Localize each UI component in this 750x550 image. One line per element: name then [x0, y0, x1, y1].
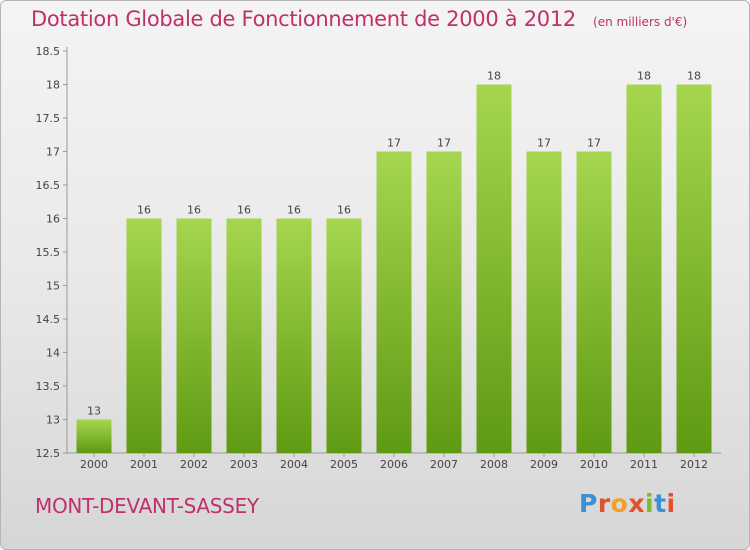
logo-letter: t [654, 489, 667, 518]
x-tick-label: 2001 [130, 458, 158, 471]
bar [626, 84, 662, 453]
data-label: 16 [337, 204, 351, 217]
bar [576, 151, 612, 453]
y-tick-label: 14.5 [36, 313, 61, 326]
bar [476, 84, 512, 453]
logo-letter: i [645, 489, 655, 518]
logo-letter: o [610, 489, 629, 518]
y-tick-label: 13.5 [36, 380, 61, 393]
data-label: 17 [587, 137, 601, 150]
x-tick-label: 2007 [430, 458, 458, 471]
x-tick-label: 2005 [330, 458, 358, 471]
bar [76, 419, 112, 453]
x-tick-label: 2004 [280, 458, 308, 471]
data-label: 17 [537, 137, 551, 150]
x-tick-label: 2002 [180, 458, 208, 471]
proxiti-logo: Proxiti [579, 489, 676, 518]
y-tick-label: 14 [46, 347, 60, 360]
data-label: 16 [187, 204, 201, 217]
x-tick-label: 2009 [530, 458, 558, 471]
bar [326, 218, 362, 453]
data-label: 17 [387, 137, 401, 150]
y-tick-label: 18 [46, 79, 60, 92]
bar [226, 218, 262, 453]
bar [426, 151, 462, 453]
y-tick-label: 12.5 [36, 447, 61, 460]
data-label: 17 [437, 137, 451, 150]
chart-unit: (en milliers d'€) [593, 15, 688, 29]
bar [276, 218, 312, 453]
data-label: 18 [487, 70, 501, 83]
data-label: 16 [237, 204, 251, 217]
y-tick-label: 15 [46, 280, 60, 293]
y-tick-label: 16.5 [36, 179, 61, 192]
bar [126, 218, 162, 453]
x-tick-label: 2010 [580, 458, 608, 471]
data-label: 13 [87, 405, 101, 418]
y-tick-label: 18.5 [36, 45, 61, 58]
y-tick-label: 17.5 [36, 112, 61, 125]
bar [676, 84, 712, 453]
logo-letter: r [597, 489, 611, 518]
x-tick-label: 2012 [680, 458, 708, 471]
x-tick-label: 2006 [380, 458, 408, 471]
data-label: 18 [637, 70, 651, 83]
y-tick-label: 17 [46, 146, 60, 159]
logo-letter: i [666, 489, 676, 518]
x-tick-label: 2003 [230, 458, 258, 471]
chart-title: Dotation Globale de Fonctionnement de 20… [31, 7, 576, 31]
x-tick-label: 2011 [630, 458, 658, 471]
y-tick-label: 16 [46, 213, 60, 226]
title-row: Dotation Globale de Fonctionnement de 20… [31, 7, 687, 31]
logo-letter: P [579, 489, 598, 518]
data-label: 18 [687, 70, 701, 83]
x-tick-label: 2008 [480, 458, 508, 471]
y-tick-label: 13 [46, 414, 60, 427]
data-label: 16 [287, 204, 301, 217]
data-label: 16 [137, 204, 151, 217]
bar [176, 218, 212, 453]
y-tick-label: 15.5 [36, 246, 61, 259]
commune-name: MONT-DEVANT-SASSEY [35, 494, 259, 518]
x-tick-label: 2000 [80, 458, 108, 471]
bar [376, 151, 412, 453]
bar [526, 151, 562, 453]
logo-letter: x [628, 489, 645, 518]
